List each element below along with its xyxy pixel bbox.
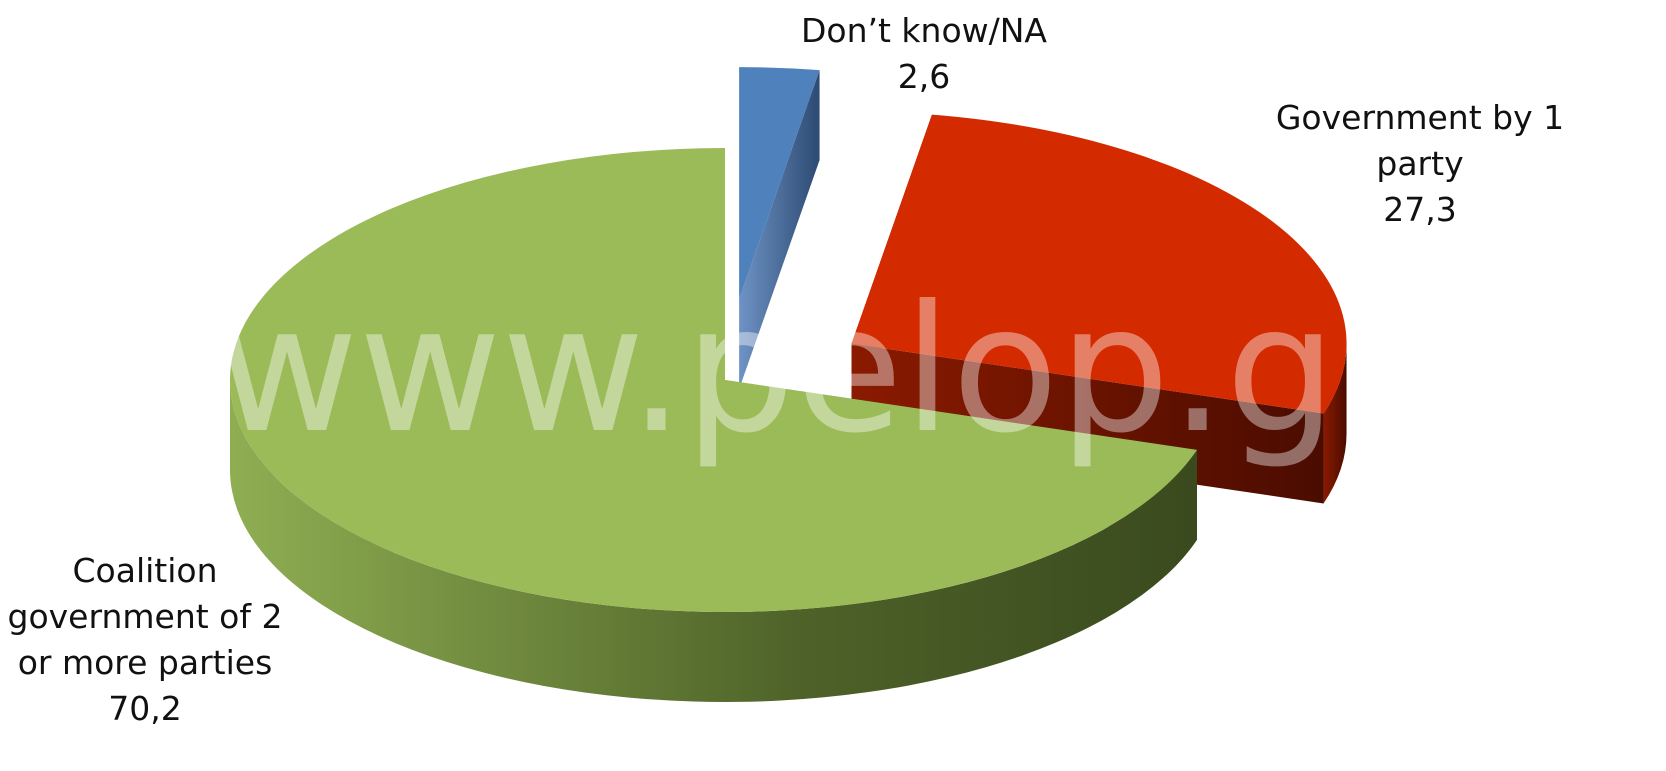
slice bbox=[851, 114, 1347, 414]
slice-label: Government by 1 party 27,3 bbox=[1273, 95, 1568, 233]
slice bbox=[739, 67, 820, 300]
value-label: 70,2 bbox=[108, 689, 182, 728]
category-label: Coalition government of 2 or more partie… bbox=[7, 551, 283, 682]
watermark: www.pelop.gr bbox=[215, 269, 1408, 472]
category-label: Government by 1 party bbox=[1275, 98, 1565, 183]
value-label: 2,6 bbox=[897, 57, 951, 96]
slice-label: Don’t know/NA 2,6 bbox=[774, 8, 1074, 100]
slice-side bbox=[1323, 343, 1347, 504]
slice bbox=[230, 148, 1198, 612]
slice-side bbox=[230, 380, 1198, 703]
slice-label: Coalition government of 2 or more partie… bbox=[3, 548, 288, 732]
value-label: 27,3 bbox=[1383, 190, 1457, 229]
slice-cut-face bbox=[851, 343, 1324, 504]
slice-cut-face bbox=[739, 70, 820, 390]
category-label: Don’t know/NA bbox=[800, 11, 1048, 50]
